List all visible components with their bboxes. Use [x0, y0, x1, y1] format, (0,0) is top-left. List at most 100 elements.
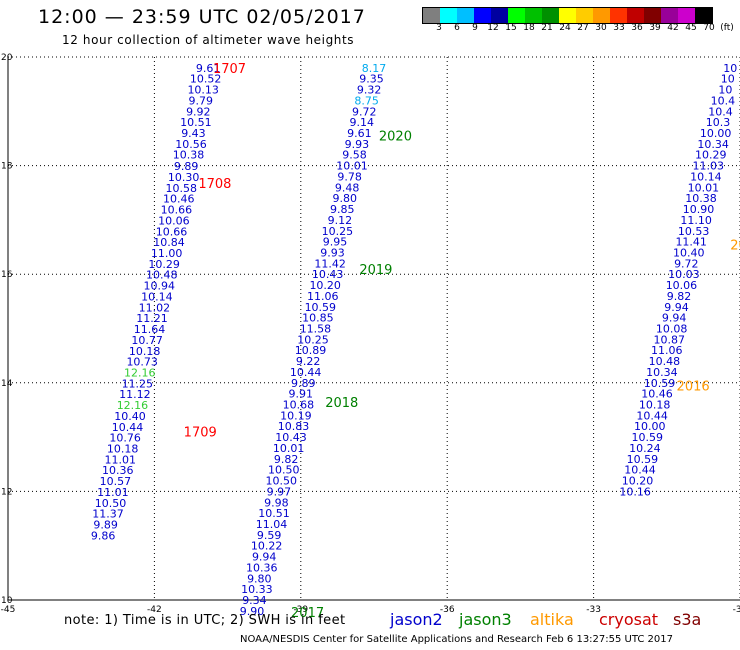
- wave-height-value: 11.21: [136, 312, 168, 325]
- wave-height-value: 10.01: [336, 160, 368, 173]
- wave-height-value: 11.01: [104, 453, 136, 466]
- wave-height-value: 10.44: [636, 409, 668, 422]
- legend-swatch: [695, 8, 712, 23]
- wave-height-value: 9.89: [174, 160, 199, 173]
- wave-height-value: 10.24: [629, 442, 661, 455]
- legend-swatch: [610, 8, 627, 23]
- wave-height-value: 10.40: [114, 410, 146, 423]
- wave-height-value: 10.59: [644, 377, 676, 390]
- wave-height-value: 9.32: [357, 84, 382, 97]
- wave-height-value: 10.53: [678, 225, 710, 238]
- wave-height-value: 9.72: [352, 105, 377, 118]
- satellite-label-s3a: s3a: [673, 610, 702, 629]
- wave-height-value: 9.82: [274, 453, 299, 466]
- legend-tick: (ft): [720, 23, 734, 33]
- wave-height-value: 11.02: [139, 301, 171, 314]
- legend-swatch: [457, 8, 474, 23]
- wave-height-value: 11.12: [119, 388, 151, 401]
- wave-height-value: 10.33: [241, 583, 273, 596]
- wave-height-value: 11.41: [675, 236, 707, 249]
- wave-height-value: 9.92: [186, 105, 211, 118]
- legend-tick: 45: [685, 23, 697, 33]
- wave-height-value: 10.06: [158, 214, 190, 227]
- wave-height-value: 9.61: [347, 127, 372, 140]
- wave-height-value: 10.3: [706, 116, 731, 129]
- wave-height-value: 10.36: [246, 561, 278, 574]
- pass-number-label: 2017: [291, 606, 324, 621]
- wave-height-value: 10.52: [190, 73, 222, 86]
- wave-height-value: 10.13: [187, 84, 219, 97]
- wave-height-value: 10.22: [251, 540, 283, 553]
- wave-height-value: 9.43: [181, 127, 206, 140]
- legend-tick: 24: [559, 23, 571, 33]
- wave-height-value: 12.16: [117, 399, 149, 412]
- wave-height-value: 10.03: [668, 268, 700, 281]
- wave-height-value: 10.29: [695, 149, 727, 162]
- wave-height-value: 10.16: [619, 485, 651, 498]
- wave-height-value: 9.94: [252, 551, 277, 564]
- wave-height-value: 10.14: [690, 170, 722, 183]
- pass-number-label: 2020: [379, 130, 412, 145]
- wave-height-value: 10.56: [175, 138, 207, 151]
- wave-height-value: 10.06: [666, 279, 698, 292]
- wave-height-value: 10.51: [180, 116, 212, 129]
- wave-height-value: 10.18: [129, 345, 161, 358]
- wave-height-value: 9.93: [345, 138, 370, 151]
- legend-swatch: [542, 8, 559, 23]
- wave-height-value: 10.77: [131, 334, 163, 347]
- wave-height-value: 9.80: [332, 192, 357, 205]
- satellite-label-jason2: jason2: [390, 610, 443, 629]
- wave-height-value: 10.38: [173, 149, 205, 162]
- wave-height-value: 11.58: [300, 323, 332, 336]
- wave-height-value: 10.90: [683, 203, 715, 216]
- wave-height-value: 10.58: [165, 182, 197, 195]
- wave-height-value: 10.00: [700, 127, 732, 140]
- page-title: 12:00 — 23:59 UTC 02/05/2017: [38, 6, 366, 28]
- wave-height-value: 11.03: [693, 160, 725, 173]
- wave-height-value: 10.76: [109, 432, 141, 445]
- wave-height-value: 10.29: [148, 258, 180, 271]
- legend-tick: 39: [649, 23, 661, 33]
- satellite-label-altika: altika: [530, 610, 574, 629]
- credit-line: NOAA/NESDIS Center for Satellite Applica…: [240, 634, 673, 645]
- wave-height-value: 10.48: [649, 355, 681, 368]
- legend-tick: 6: [454, 23, 460, 33]
- wave-height-value: 10.50: [95, 497, 127, 510]
- wave-height-value: 11.25: [122, 377, 154, 390]
- wave-height-value: 10.94: [144, 280, 176, 293]
- legend-swatch: [423, 8, 440, 23]
- y-tick-label: 12: [1, 487, 12, 497]
- wave-height-value: 11.06: [307, 290, 339, 303]
- wave-height-value: 10.25: [297, 333, 329, 346]
- wave-height-value: 9.95: [323, 236, 348, 249]
- wave-height-value: 8.17: [362, 62, 387, 75]
- wave-height-value: 9.35: [359, 73, 384, 86]
- wave-height-value: 9.98: [264, 496, 289, 509]
- legend-swatch: [678, 8, 695, 23]
- legend-swatch: [644, 8, 661, 23]
- wave-height-value: 10.85: [302, 312, 334, 325]
- color-scale-legend: [422, 7, 713, 24]
- wave-height-value: 10.18: [639, 399, 671, 412]
- legend-swatch: [525, 8, 542, 23]
- wave-height-value: 12.16: [124, 366, 156, 379]
- x-tick-label: -30: [733, 605, 740, 615]
- chart-subtitle: 12 hour collection of altimeter wave hei…: [62, 33, 355, 47]
- wave-height-value: 10.34: [697, 138, 729, 151]
- wave-height-value: 10.14: [141, 290, 173, 303]
- wave-height-value: 11.00: [151, 247, 183, 260]
- y-tick-label: 16: [1, 270, 13, 280]
- wave-height-value: 9.12: [328, 214, 353, 227]
- legend-swatch: [593, 8, 610, 23]
- x-tick-label: -33: [586, 605, 601, 615]
- wave-height-value: 9.91: [289, 388, 314, 401]
- legend-tick: 70: [703, 23, 715, 33]
- pass-number-label: 20: [730, 238, 740, 253]
- wave-height-value: 10.57: [100, 475, 132, 488]
- wave-height-value: 10.20: [622, 475, 654, 488]
- x-tick-label: -39: [293, 605, 308, 615]
- wave-height-value: 10.89: [295, 344, 327, 357]
- wave-height-value: 9.34: [242, 594, 267, 607]
- wave-height-value: 10.66: [156, 225, 188, 238]
- wave-height-value: 10.43: [312, 268, 344, 281]
